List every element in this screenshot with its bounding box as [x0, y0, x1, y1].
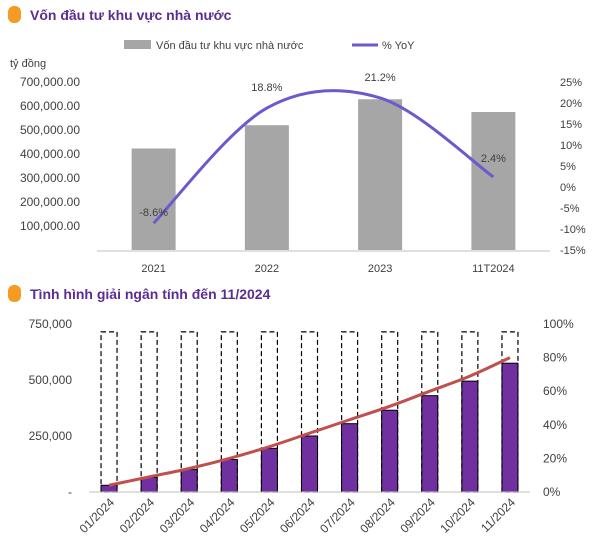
- right-tick-label: 5%: [560, 161, 576, 173]
- x-tick-label: 09/2024: [397, 495, 438, 536]
- x-tick-label: 08/2024: [357, 495, 398, 536]
- x-tick-label: 01/2024: [77, 495, 118, 536]
- x-tick-label: 11/2024: [478, 495, 518, 535]
- right-tick-label: 25%: [560, 77, 582, 89]
- chart1-title-block: Vốn đầu tư khu vực nhà nước: [8, 6, 231, 23]
- chart2-title: Tình hình giải ngân tính đến 11/2024: [30, 285, 271, 302]
- disbursed-bar: [180, 469, 198, 493]
- bar: [471, 112, 516, 250]
- left-tick-label: 400,000.00: [20, 147, 80, 161]
- left-tick-label: 500,000.00: [20, 123, 80, 137]
- yoy-data-label: 21.2%: [365, 72, 396, 84]
- x-tick-label: 11T2024: [472, 263, 515, 275]
- right-tick-label: 20%: [543, 451, 567, 465]
- orange-marker-icon: [8, 6, 21, 23]
- x-tick-label: 2021: [141, 263, 165, 275]
- legend-label-bar: Vốn đầu tư khu vực nhà nước: [156, 40, 304, 52]
- plan-bar-dashed: [140, 331, 158, 493]
- disbursed-bar: [220, 459, 238, 493]
- disbursed-bar: [260, 447, 278, 493]
- right-tick-label: 10%: [560, 140, 582, 152]
- right-tick-label: 100%: [543, 317, 574, 331]
- left-tick-label: 600,000.00: [20, 99, 80, 113]
- right-tick-label: 40%: [543, 418, 567, 432]
- left-tick-label: 700,000.00: [20, 75, 80, 89]
- chart1-title: Vốn đầu tư khu vực nhà nước: [30, 6, 232, 23]
- disbursed-bar: [301, 435, 318, 493]
- disbursed-bar: [501, 362, 519, 493]
- legend-label-line: % YoY: [382, 40, 415, 52]
- chart1-svg: Vốn đầu tư khu vực nhà nước % YoY tỷ đồng 1…: [10, 40, 586, 275]
- x-tick-label: 10/2024: [437, 495, 478, 536]
- disbursed-bar: [421, 395, 439, 493]
- x-tick-label: 05/2024: [237, 495, 278, 536]
- chart2-title-block: Tình hình giải ngân tính đến 11/2024: [8, 285, 270, 302]
- progress-line: [108, 356, 511, 487]
- x-tick-label: 04/2024: [197, 495, 238, 536]
- left-tick-label: -: [68, 485, 72, 499]
- left-tick-label: 250,000: [29, 429, 73, 443]
- x-tick-label: 07/2024: [317, 495, 358, 536]
- right-tick-label: 0%: [543, 485, 561, 499]
- yoy-line: [152, 89, 495, 225]
- right-tick-label: 80%: [543, 351, 567, 365]
- x-tick-label: 2022: [255, 263, 279, 275]
- x-tick-label: 02/2024: [117, 495, 158, 536]
- x-tick-label: 2023: [368, 263, 392, 275]
- right-tick-label: 0%: [560, 182, 576, 194]
- disbursed-bar: [381, 409, 399, 493]
- bar: [244, 125, 289, 250]
- bar: [358, 99, 403, 250]
- yoy-data-label: 2.4%: [481, 153, 506, 165]
- left-tick-label: 300,000.00: [20, 171, 80, 185]
- disbursed-bar: [100, 484, 118, 493]
- disbursed-bar: [140, 476, 158, 493]
- yoy-data-label: -8.6%: [139, 207, 168, 219]
- x-tick-label: 06/2024: [277, 495, 318, 536]
- left-tick-label: 200,000.00: [20, 195, 80, 209]
- disbursed-bar: [461, 380, 479, 493]
- x-tick-label: 03/2024: [157, 495, 198, 536]
- left-tick-label: 100,000.00: [20, 219, 80, 233]
- orange-marker-icon: [8, 285, 21, 302]
- bar: [131, 148, 176, 250]
- plan-bar-dashed: [100, 331, 118, 493]
- disbursed-bar: [341, 423, 359, 493]
- right-tick-label: 15%: [560, 119, 582, 131]
- right-tick-label: -10%: [560, 224, 586, 236]
- right-tick-label: 20%: [560, 98, 582, 110]
- yoy-data-label: 18.8%: [251, 82, 282, 94]
- right-tick-label: -15%: [560, 245, 586, 257]
- left-tick-label: 500,000: [29, 373, 73, 387]
- left-tick-label: 750,000: [29, 317, 73, 331]
- legend-swatch-bar: [124, 40, 151, 49]
- y-axis-unit-label: tỷ đồng: [10, 58, 46, 70]
- right-tick-label: -5%: [560, 203, 580, 215]
- right-tick-label: 60%: [543, 384, 567, 398]
